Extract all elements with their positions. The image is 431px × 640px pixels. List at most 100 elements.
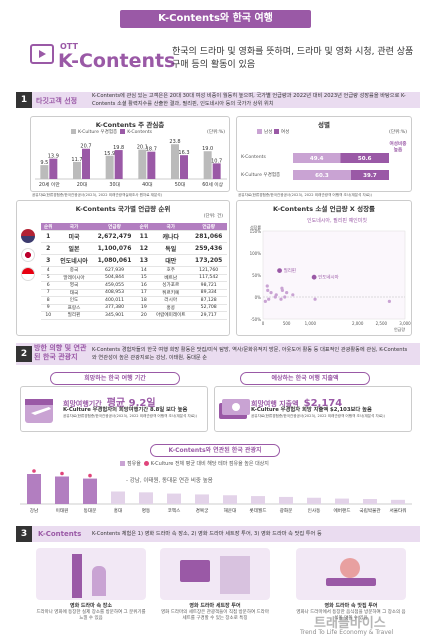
legend-swatch-a [71,129,76,134]
point-label: 필리핀 [284,267,296,274]
page-title: K-Contents와 한국 여행 [120,10,311,28]
table-row: 10 필리핀 345,901 20 아랍에미레이트 29,717 [41,311,227,320]
highlight-point [311,274,317,280]
indonesia-flag-icon [21,267,35,281]
gender-chart-box: 성별 남성 여성 (단위:%) 여성비중 높음 K-Contents K-Cul… [236,116,412,192]
tick-label: 40대 [142,181,153,188]
ott-label: OTT [60,42,78,51]
bar [83,478,97,504]
table-cell: 459,055 [92,281,137,290]
highlight-dot-icon [144,461,149,466]
table-row: 7 태국 408,953 17 튀르키예 89,334 [41,289,227,297]
table-cell: 필리핀 [55,311,93,320]
section1-text: K-Contents에 관심 있는 고객은은 20대 30대 여성 비중이 월등… [92,93,406,107]
card-3-illustration [296,548,406,600]
table-cell: 12 [136,242,152,255]
ranking-header: 국가 [151,223,191,231]
bar [147,151,156,179]
card-1-title: 영화 드라마 속 장소 [69,603,113,609]
section3-text: K-Contents 체험은 1) 영화 드라마 속 장소, 2) 영화 드라마… [92,531,322,537]
bar-segment [340,153,389,163]
scatter-point [279,297,283,301]
table-cell: 117,542 [190,274,227,282]
section3-number: 3 [16,526,32,542]
tick-label: 명동 [142,507,150,514]
section1-number: 1 [16,92,32,108]
tick-label: 50대 [175,181,186,188]
table-cell: 6 [41,281,56,290]
interest-chart-box: K-Contents 주 관심층 K-Culture 우경험층 K-Conten… [30,116,230,192]
ranking-unit: (단위: 건) [203,214,223,219]
table-cell: 16 [136,281,152,290]
scatter-point [283,295,287,299]
card-1-illustration [36,548,146,600]
ranking-header: 순위 [136,223,152,231]
table-cell: 11 [136,230,152,243]
watermark-tagline: Trend To Life Economy & Travel [300,629,394,636]
bar [180,155,188,179]
bar [307,497,321,504]
gender-legend: 남성 여성 [257,129,289,135]
card-2-illustration [160,548,270,600]
ranking-table: 순위 국가 언급량 순위 국가 언급량 1 미국 2,672,479 11 캐나다 281… [41,223,227,320]
table-cell: 베트남 [151,274,191,282]
tick-label: 인사동 [308,507,321,514]
table-cell: 18 [136,296,152,305]
data-label: 11.7 [71,157,82,163]
table-cell: 173,205 [190,254,227,267]
attractions-chart-svg: 강남 이태원 동대문 홍대 명동 코엑스 경복궁 해운대 롯데월드 광화문 인사동 에버랜드 국립박물관… [20,469,412,514]
y-tick-label: 0% [255,295,262,300]
scatter-point [387,299,391,303]
x-tick-label: 3,000 [399,321,411,326]
table-cell: 태국 [55,289,93,297]
flags [21,229,41,281]
gender-chart-svg: 49.4 50.6 60.3 39.7 [293,153,389,180]
bar [363,499,377,504]
tick-label: 국립박물관 [359,507,381,514]
table-cell: 98,721 [190,281,227,290]
x-tick-label: 1,000 [305,321,317,326]
table-cell: 29,717 [190,311,227,320]
y-tick-label: 150% [250,229,262,234]
data-label: 39.7 [363,173,377,179]
attractions-title: K-Contents와 연관된 한국 관광지 [150,444,280,457]
bar-segment [293,170,351,180]
bar [251,496,265,504]
card-3-desc: 영화나 드라마에서 등장한 음식점을 방문하여 그 장소의 음식을 맛볼 수 있… [296,610,406,621]
table-cell: 러시아 [151,296,191,305]
table-cell: 독일 [151,242,191,255]
highlight-dot [32,469,36,473]
table-cell: 89,334 [190,289,227,297]
legend-swatch-male [257,129,262,134]
ranking-header: 순위 [41,223,56,231]
scatter-point [266,288,270,292]
stay-headline: 희망여행기간 평균 9.2일 [63,391,156,410]
section3-label: K-Contents [38,530,82,538]
y-tick-label: -50% [251,317,262,322]
scatter-point [267,297,271,301]
social-chart-box: K-Contents 소셜 언급량 X 성장률 인도네시아, 필리핀 예인미칫 … [236,200,412,336]
table-row: 9 프랑스 377,380 19 홍콩 52,708 [41,304,227,312]
data-label: 15.9 [104,151,115,157]
bar [55,476,69,504]
table-cell: 281,066 [190,230,227,243]
tick-label: 30대 [109,181,120,188]
x-tick-label: 0 [262,321,265,326]
table-cell: 튀르키예 [151,289,191,297]
bar [27,474,41,504]
tick-label: 롯데월드 [250,507,267,514]
tick-label: 20대 [77,181,88,188]
scatter-point [280,286,284,290]
table-cell: 1,080,061 [92,254,137,267]
spend-headline-prefix: 희망여행 지출액 [251,400,299,408]
table-cell: 14 [136,266,152,275]
attractions-legend: 점유율 K-Culture 전체 평균 대비 해당 테마 점유율 높은 대상지 [120,460,269,467]
highlight-point [277,268,282,273]
table-row: 5 말레이시아 504,844 15 베트남 117,542 [41,274,227,282]
tv-icon [30,44,54,64]
data-label: 49.4 [310,156,324,162]
table-cell: 377,380 [92,304,137,312]
highlight-dot [60,471,64,476]
tick-label: 20세 이만 [39,181,60,188]
bar [171,144,179,179]
